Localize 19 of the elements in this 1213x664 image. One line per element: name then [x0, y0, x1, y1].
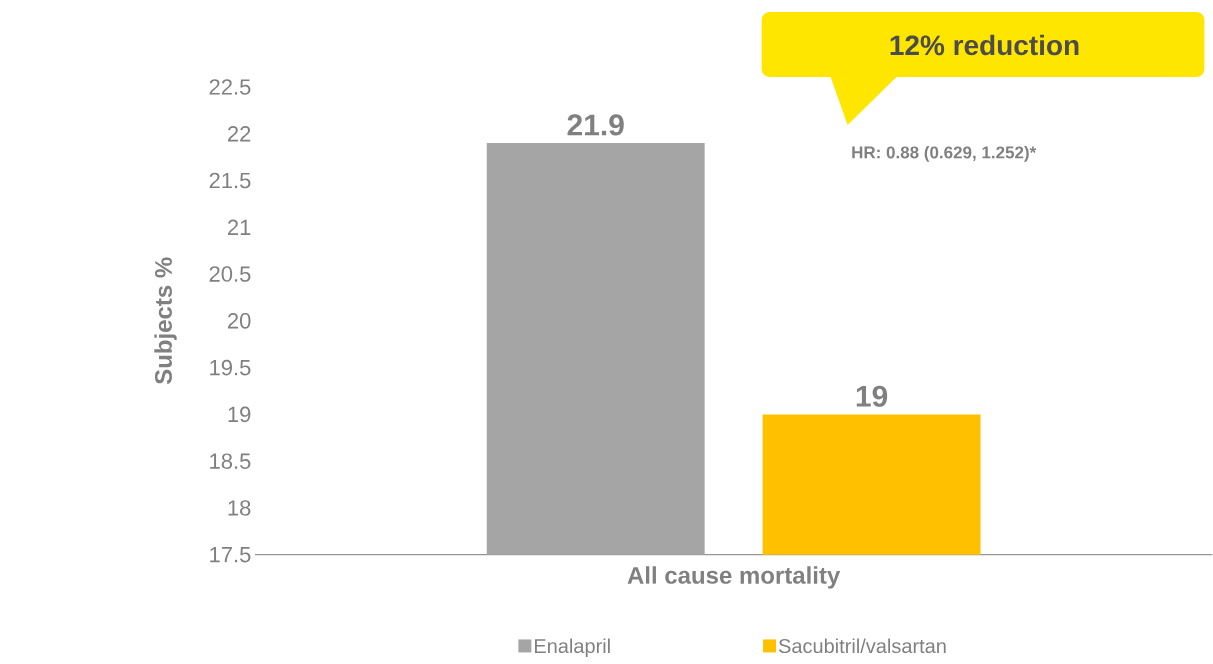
y-tick-label: 17.5 — [210, 547, 251, 563]
y-axis-title: Subjects % — [154, 257, 177, 385]
y-tick-label: 19 — [228, 406, 251, 423]
y-tick-label: 22.5 — [209, 79, 251, 95]
y-tick-label: 22 — [228, 126, 251, 142]
legend-label: Sacubitril/valsartan — [778, 638, 946, 654]
data-label: 19 — [856, 385, 888, 408]
y-tick-label: 18.5 — [210, 453, 251, 470]
y-tick-label: 21.5 — [209, 172, 251, 189]
legend-label: Enalapril — [534, 638, 610, 658]
data-label: 21.9 — [567, 114, 624, 136]
y-tick-label: 20.5 — [209, 266, 251, 283]
annotation: HR: 0.88 (0.629, 1.252)* — [852, 146, 1037, 162]
x-tick-label: All cause mortality — [627, 566, 841, 589]
y-tick-label: 21 — [228, 219, 251, 236]
y-tick-label: 19.5 — [210, 359, 251, 376]
text: 12% reduction — [890, 34, 1079, 56]
y-tick-label: 20 — [228, 313, 251, 329]
y-tick-label: 18 — [228, 500, 251, 516]
